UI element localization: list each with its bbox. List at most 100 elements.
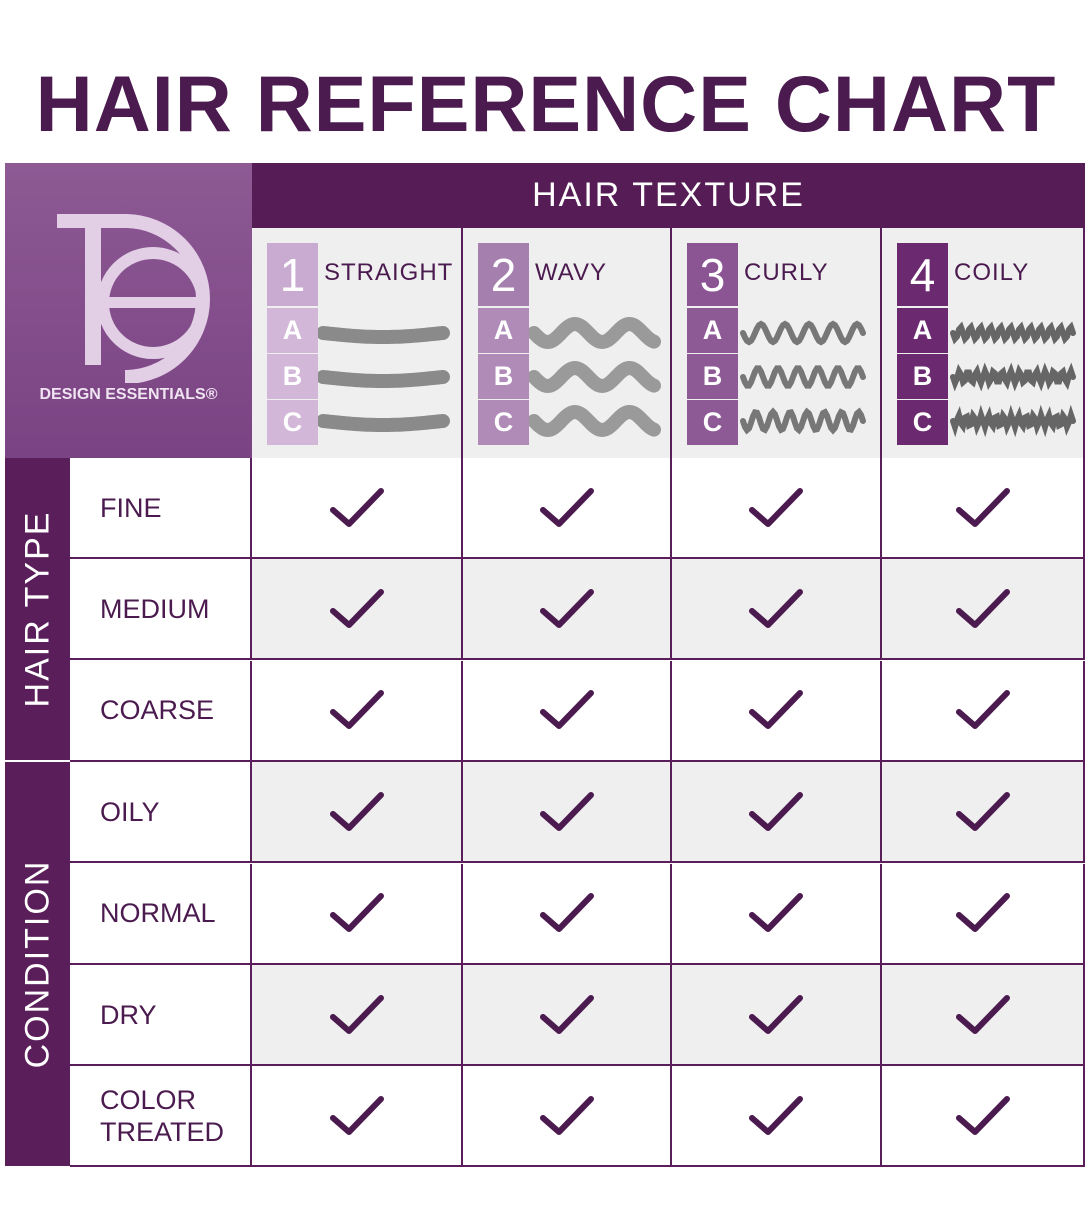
cell	[463, 863, 672, 965]
texture-number: 2	[478, 243, 529, 306]
hair-strand	[318, 414, 450, 432]
hair-strand	[740, 407, 866, 435]
hair-illustration	[950, 321, 1076, 438]
cell	[463, 965, 672, 1066]
checkmark	[329, 487, 384, 527]
subtype-label: A	[687, 308, 738, 353]
subtype-label: B	[897, 354, 948, 399]
checkmark	[955, 791, 1010, 831]
cell	[252, 762, 463, 864]
cell	[252, 458, 463, 559]
checkmark	[329, 588, 384, 628]
cell	[463, 1066, 672, 1168]
row-label: DRY	[70, 965, 252, 1066]
group-label-text: CONDITION	[18, 859, 56, 1069]
checkmark	[539, 1095, 594, 1135]
texture-number: 3	[687, 243, 738, 306]
cell	[672, 559, 882, 661]
cell	[672, 458, 882, 559]
hair-strand	[318, 370, 450, 388]
checkmark	[749, 791, 803, 831]
hair-illustration	[318, 326, 450, 432]
subtype-label: A	[478, 308, 529, 353]
row-label: MEDIUM	[70, 559, 252, 661]
checkmark	[955, 487, 1010, 527]
subtype-label: B	[267, 354, 318, 399]
checkmark	[329, 791, 384, 831]
checkmark	[329, 994, 384, 1034]
checkmark	[539, 893, 594, 933]
checkmark	[329, 690, 384, 730]
hair-strand	[740, 365, 866, 389]
cell	[252, 965, 463, 1066]
checkmark	[749, 487, 803, 527]
subtype-label: B	[478, 354, 529, 399]
hair-strand	[950, 404, 1076, 438]
logo-mark	[57, 214, 210, 384]
cell	[672, 863, 882, 965]
checkmark	[955, 994, 1010, 1034]
texture-name: COILY	[954, 259, 1030, 286]
checkmark	[749, 1095, 803, 1135]
texture-name: CURLY	[744, 259, 829, 286]
title: HAIR REFERENCE CHART	[35, 59, 1057, 148]
cell	[463, 458, 672, 559]
group-label: HAIR TYPE	[5, 458, 70, 763]
cell	[882, 660, 1085, 762]
cell	[882, 1066, 1085, 1168]
subtype-label: A	[897, 308, 948, 353]
texture-name: STRAIGHT	[324, 259, 454, 286]
subtype-label: C	[478, 400, 529, 445]
hair-strand	[529, 360, 661, 394]
texture-number: 4	[897, 243, 948, 306]
group-label: CONDITION	[5, 762, 70, 1168]
checkmark	[749, 690, 803, 730]
texture-number: 1	[267, 243, 318, 306]
hair-strand	[318, 326, 450, 344]
cell	[882, 559, 1085, 661]
logo	[5, 163, 252, 458]
cell	[672, 1066, 882, 1168]
checkmark	[955, 1095, 1010, 1135]
hair-strand	[950, 321, 1076, 345]
checkmark	[749, 588, 803, 628]
cell	[672, 965, 882, 1066]
row-label: FINE	[70, 458, 252, 559]
checkmark	[539, 690, 594, 730]
hair-illustration	[529, 316, 661, 438]
brand-name: DESIGN ESSENTIALS®	[39, 386, 218, 403]
row-label: NORMAL	[70, 863, 252, 965]
checkmark	[539, 791, 594, 831]
row-label: OILY	[70, 762, 252, 864]
hair-strand	[950, 362, 1076, 392]
checkmark	[539, 588, 594, 628]
cell	[882, 458, 1085, 559]
texture-name: WAVY	[535, 259, 608, 286]
subtype-label: C	[267, 400, 318, 445]
cell	[882, 863, 1085, 965]
group-label-text: HAIR TYPE	[18, 510, 56, 708]
cell	[672, 660, 882, 762]
hair-strand	[529, 316, 661, 350]
cell	[882, 965, 1085, 1066]
checkmark	[539, 994, 594, 1034]
row-label: COLOR TREATED	[70, 1066, 252, 1168]
subtype-label: B	[687, 354, 738, 399]
cell	[463, 660, 672, 762]
checkmark	[329, 1095, 384, 1135]
checkmark	[749, 893, 803, 933]
cell	[252, 660, 463, 762]
checkmark	[329, 893, 384, 933]
cell	[882, 762, 1085, 864]
cell	[463, 559, 672, 661]
checkmark	[749, 994, 803, 1034]
cell	[672, 762, 882, 864]
cell	[252, 863, 463, 965]
hair-illustration	[740, 320, 866, 435]
row-label: COARSE	[70, 660, 252, 762]
cell	[463, 762, 672, 864]
cell	[252, 559, 463, 661]
subtype-label: C	[897, 400, 948, 445]
texture-heading: HAIR TEXTURE	[252, 163, 1085, 228]
